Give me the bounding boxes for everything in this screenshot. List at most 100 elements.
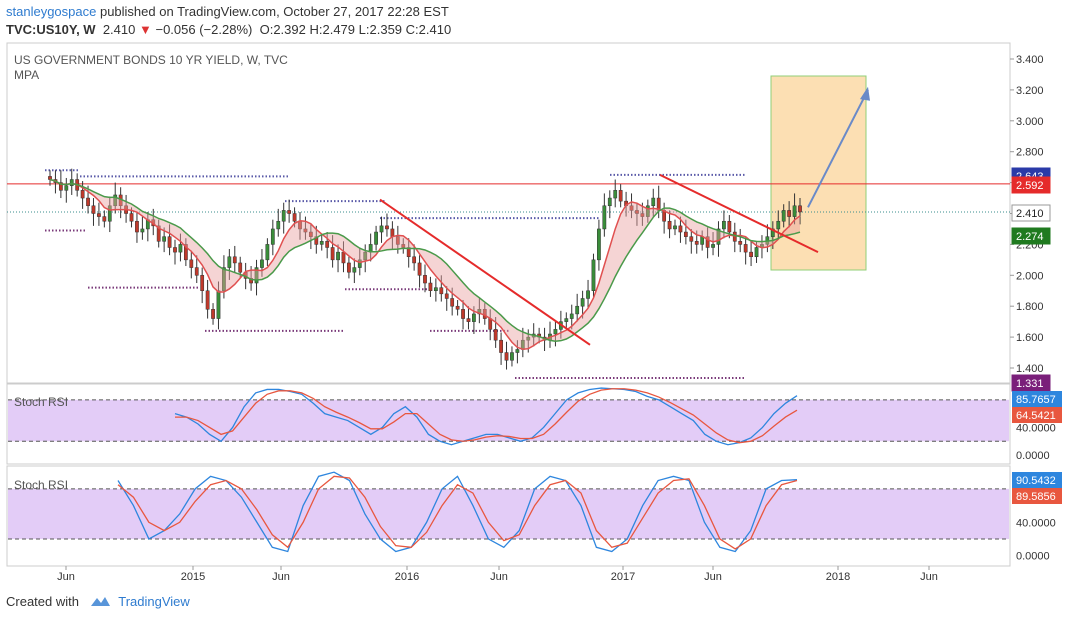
stoch-d-line [117,475,798,550]
candle-body [716,228,721,245]
candle-body [433,287,438,292]
author-link[interactable]: stanleygospace [6,4,97,19]
candle-body [651,197,656,207]
candle-body [694,241,699,245]
stoch-value-text: 89.5856 [1016,491,1056,503]
candle-body [743,244,748,253]
high-value: 2.479 [322,22,356,37]
price-tick-label: 2.000 [1016,270,1044,282]
time-axis[interactable]: Jun 2015 Jun 2016 Jun 2017 Jun 2018 Jun [57,566,938,583]
candle-body [173,247,177,253]
candle-body [232,256,237,264]
stoch-band [8,399,1009,442]
high-label: H: [309,22,323,37]
stoch2-label: Stoch RSI [14,478,68,492]
candle-body [466,318,471,322]
candle-body [107,205,112,222]
stoch1-pane-border [6,383,1011,465]
candle-body [461,309,465,319]
price-tick-label: 3.400 [1016,54,1044,66]
price-label-text: 1.331 [1016,378,1044,390]
candle-body [700,236,705,245]
tradingview-link[interactable]: TradingView [118,594,190,609]
candle-body [97,213,101,217]
time-tick-label: 2017 [611,571,635,583]
candle-body [102,216,107,222]
price-label-tag: 2.410 [1011,204,1051,222]
ma-cloud [50,179,800,350]
time-tick-label: Jun [490,571,508,583]
candle-body [727,220,732,233]
price-label-bg [1011,227,1051,245]
target-box [770,75,867,271]
candle-body [439,287,444,295]
candle-body [48,176,52,180]
price-axis[interactable]: 3.4003.2003.0002.8002.6002.4002.2002.000… [1010,54,1051,392]
candle-body [526,336,531,341]
candle-body [183,244,188,261]
stoch-tick-label: 0.0000 [1016,551,1050,563]
candle-body [135,220,139,233]
trendline-2016 [379,198,591,346]
candle-body [352,267,357,273]
candle-body [732,231,737,242]
stoch-value-text: 64.5421 [1016,410,1056,422]
stoch-value-tag: 85.7657 [1012,391,1062,407]
low-label: L: [358,22,370,37]
candle-body [325,241,330,248]
candle-body [374,231,378,245]
price-label-tag: 1.331 [1011,374,1051,392]
candle-body [238,262,243,273]
candle-body [515,349,520,353]
candle-body [575,305,580,315]
candle-body [472,313,476,322]
candle-body [711,244,715,248]
symbol-name: TVC:US10Y, W [6,22,96,37]
candle-body [673,225,677,230]
candle-body [722,220,726,230]
fast-ma-line [49,178,801,350]
time-tick-label: Jun [704,571,722,583]
stoch-value-bg [1012,472,1062,488]
price-tick-label: 1.800 [1016,301,1044,313]
price-tick-label: 1.400 [1016,363,1044,375]
candle-body [776,220,781,230]
candle-body [645,205,650,217]
candle-body [493,329,498,341]
candle-body [129,213,134,222]
candle-body [607,197,612,207]
candle-body [586,290,590,299]
last-price: 2.410 [102,22,136,37]
price-pane [7,75,1010,380]
candle-body [80,190,85,199]
candle-body [455,305,460,310]
price-label-text: 2.274 [1016,231,1044,243]
low-value: 2.359 [369,22,403,37]
candle-body [510,352,514,361]
candle-body [211,309,215,319]
candle-body [222,267,226,292]
close-value: 2.410 [418,22,452,37]
candle-body [640,213,645,217]
candle-body [754,247,759,258]
candle-body [450,298,455,307]
candle-body [341,251,346,264]
candle-body [287,210,292,214]
footer: Created with TradingView [6,594,190,610]
stoch-rsi-pane-2: 40.0000 0.0000 90.5432 89.5856 [8,471,1062,563]
candle-body [205,290,210,310]
chart-title: US GOVERNMENT BONDS 10 YR YIELD, W, TVC [14,53,288,67]
candle-body [227,256,232,268]
candle-body [613,190,618,199]
time-tick-label: 2015 [181,571,205,583]
price-tick-label: 3.200 [1016,85,1044,97]
stoch-band [8,488,1009,539]
published-text: published on TradingView.com, October 27… [99,4,449,19]
symbol-line: TVC:US10Y, W 2.410 ▼ −0.056 (−2.28%) O:2… [6,22,451,38]
stoch-value-text: 90.5432 [1016,475,1056,487]
candle-body [705,236,710,248]
open-value: 2.392 [273,22,306,37]
candle-body [412,256,417,264]
candle-body [178,244,183,253]
